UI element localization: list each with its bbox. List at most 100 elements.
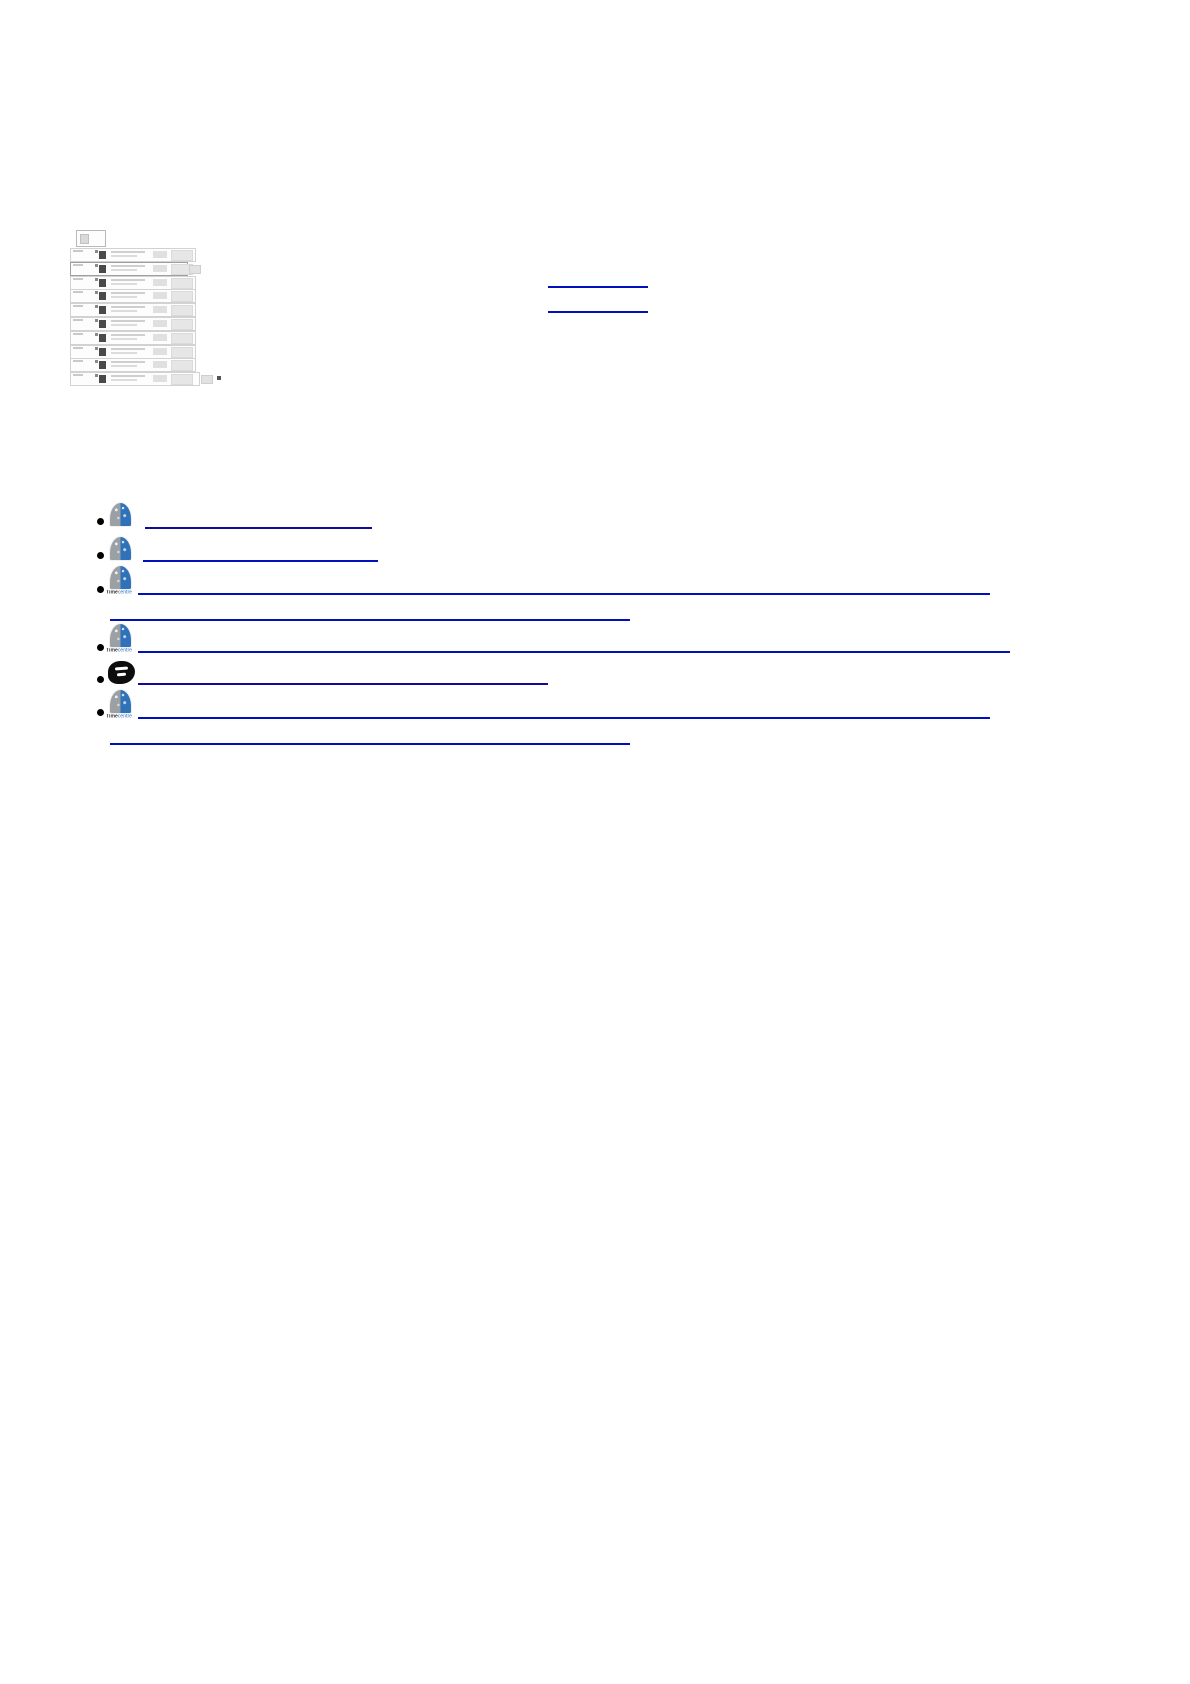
- thumbnail-row-img2: [95, 277, 98, 281]
- thumbnail-row-img: [99, 347, 106, 356]
- thumbnail-row: [70, 344, 196, 359]
- thumbnail-row-img2: [95, 319, 98, 322]
- logo-caption-dark: Time: [106, 590, 118, 596]
- thumbnail-row-col2: [171, 374, 193, 386]
- thumbnail-row: [70, 317, 196, 331]
- thumbnail-row-img: [99, 333, 106, 342]
- thumbnail-row-col1: [153, 320, 167, 327]
- thumbnail-row-line2: [111, 255, 137, 257]
- logo-caption-light: centre: [117, 590, 133, 596]
- thumbnail-row-line1: [111, 361, 145, 364]
- timecentre-logo-caption: Timecentre: [106, 590, 132, 595]
- timecentre-arch-logo-icon: [110, 503, 131, 526]
- thumbnail-row-img: [99, 306, 106, 315]
- thumbnail-row-col2: [171, 305, 193, 317]
- thumbnail-row-col1: [153, 361, 167, 369]
- thumbnail-row-img2: [95, 332, 98, 336]
- thumbnail-row-line1: [111, 320, 145, 322]
- logo-caption-light: centre: [117, 648, 133, 654]
- thumbnail-row-col2: [171, 277, 193, 289]
- thumbnail-row-col1: [153, 264, 167, 272]
- badge-stripe: [114, 666, 129, 671]
- thumbnail-row-mark: [73, 263, 83, 266]
- timecentre-logo-caption: Timecentre: [106, 714, 132, 719]
- thumbnail-row-line2: [111, 268, 137, 271]
- thumbnail-row-line2: [111, 351, 137, 354]
- thumbnail-row-img: [99, 320, 106, 328]
- thumbnail-row-side-image: [217, 376, 221, 381]
- thumbnail-row-line2: [111, 282, 137, 285]
- thumbnail-row-img: [99, 292, 106, 301]
- thumbnail-row: [70, 330, 196, 345]
- bare-link-1[interactable]: [548, 286, 648, 288]
- bullet-link-5[interactable]: [138, 683, 548, 685]
- thumbnail-row-mark: [73, 374, 83, 377]
- thumbnail-row-img2: [95, 360, 98, 364]
- thumbnail-row-line1: [111, 278, 145, 281]
- thumbnail-row-col1: [153, 251, 167, 258]
- thumbnail-row-img: [99, 375, 106, 384]
- bullet-marker: [97, 676, 104, 683]
- thumbnail-row-img2: [95, 346, 98, 350]
- thumbnail-row-col1: [153, 347, 167, 355]
- thumbnail-row: [70, 248, 196, 262]
- logo-caption-dark: Time: [106, 648, 118, 654]
- thumbnail-row-mark: [73, 291, 83, 294]
- thumbnail-row-line1: [111, 292, 145, 295]
- bullet-link-3-line-1[interactable]: [138, 593, 990, 595]
- page-list-thumbnail[interactable]: [68, 228, 221, 388]
- badge-stripe: [116, 672, 127, 677]
- timecentre-arch-logo-icon: [110, 624, 131, 647]
- thumbnail-row-img: [99, 264, 106, 273]
- thumbnail-row-side-box: [189, 264, 201, 274]
- thumbnail-row-col1: [153, 306, 167, 314]
- thumbnail-row-mark: [73, 346, 83, 349]
- bullet-link-2[interactable]: [143, 560, 378, 562]
- thumbnail-row-col2: [171, 291, 193, 303]
- thumbnail-header-image-icon: [80, 234, 89, 244]
- bullet-link-6-line-1[interactable]: [138, 717, 990, 719]
- thumbnail-row-col1: [153, 333, 167, 341]
- bullet-link-1[interactable]: [145, 527, 372, 529]
- bullet-marker: [97, 552, 104, 559]
- stripe-badge-icon: [108, 661, 135, 684]
- thumbnail-row-col1: [153, 278, 167, 286]
- thumbnail-row-mark: [73, 250, 83, 252]
- thumbnail-row-line2: [111, 365, 137, 368]
- thumbnail-row-img2: [95, 374, 98, 378]
- bullet-marker: [97, 586, 104, 593]
- thumbnail-row-line1: [111, 347, 145, 350]
- thumbnail-row-line1: [111, 375, 145, 378]
- thumbnail-row-side-box: [201, 375, 213, 385]
- thumbnail-row-line1: [111, 251, 145, 253]
- thumbnail-row-col2: [171, 250, 193, 261]
- thumbnail-row-line1: [111, 333, 145, 336]
- bullet-link-3-line-2[interactable]: [110, 619, 630, 621]
- logo-caption-light: centre: [117, 714, 133, 720]
- thumbnail-row: [70, 303, 196, 318]
- thumbnail-header-box: [76, 230, 106, 247]
- thumbnail-row-img: [99, 251, 106, 259]
- thumbnail-row-img: [99, 361, 106, 370]
- thumbnail-row-line2: [111, 296, 137, 299]
- thumbnail-row-col1: [153, 375, 167, 383]
- thumbnail-row-mark: [73, 277, 83, 280]
- thumbnail-row: [70, 261, 201, 276]
- thumbnail-row-line1: [111, 306, 145, 309]
- bullet-link-6-line-2[interactable]: [110, 743, 630, 745]
- thumbnail-row-mark: [73, 319, 83, 321]
- bullet-link-4[interactable]: [138, 651, 1010, 653]
- timecentre-logo-caption: Timecentre: [106, 648, 132, 653]
- thumbnail-row-col1: [153, 292, 167, 300]
- thumbnail-row: [70, 358, 196, 373]
- thumbnail-row-col2: [171, 319, 193, 330]
- thumbnail-row-mark: [73, 305, 83, 308]
- thumbnail-row-line1: [111, 264, 145, 267]
- bullet-marker: [97, 518, 104, 525]
- thumbnail-row-col2: [171, 332, 193, 344]
- thumbnail-row: [70, 289, 196, 304]
- bare-link-2[interactable]: [548, 311, 648, 313]
- thumbnail-row: [70, 372, 221, 387]
- logo-caption-dark: Time: [106, 714, 118, 720]
- thumbnail-row: [70, 275, 196, 290]
